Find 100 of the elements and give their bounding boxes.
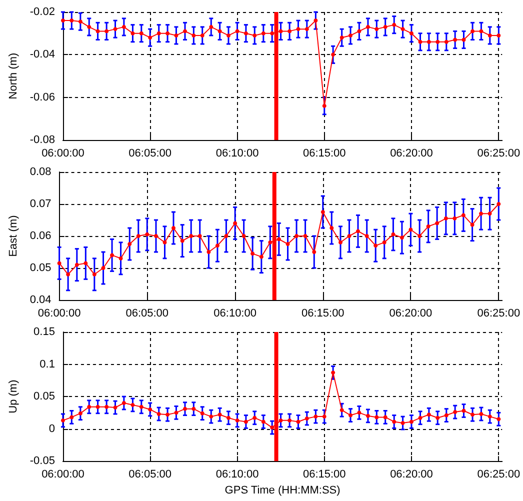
- point: [104, 404, 109, 409]
- point: [218, 412, 222, 417]
- point: [224, 234, 228, 238]
- x-tick-label: 06:15:00: [301, 308, 344, 320]
- y-tick-label: 0.15: [34, 326, 55, 338]
- point: [171, 226, 176, 230]
- point: [462, 408, 466, 413]
- x-tick-label: 06:15:00: [302, 148, 346, 160]
- point: [314, 414, 318, 419]
- point: [183, 29, 187, 34]
- point: [488, 212, 492, 216]
- point: [330, 226, 334, 230]
- point: [70, 415, 74, 420]
- y-tick-label: 0.06: [30, 230, 52, 242]
- point: [154, 234, 158, 238]
- point: [192, 406, 196, 411]
- point: [340, 408, 344, 412]
- point: [496, 33, 501, 38]
- point: [78, 411, 82, 416]
- point: [70, 18, 74, 23]
- point: [400, 421, 405, 426]
- y-tick-label: 0.05: [34, 390, 55, 403]
- x-tick-label: 06:00:00: [38, 308, 81, 320]
- point: [400, 27, 405, 32]
- point: [174, 33, 178, 38]
- point: [479, 212, 484, 216]
- x-tick-label: 06:20:00: [390, 468, 433, 481]
- point: [374, 244, 378, 248]
- point: [139, 31, 144, 36]
- y-tick-label: -0.04: [30, 48, 55, 61]
- point: [192, 33, 196, 38]
- point: [209, 24, 214, 29]
- point: [383, 24, 388, 29]
- x-axis-title: GPS Time (HH:MM:SS): [224, 484, 340, 496]
- point: [347, 234, 352, 238]
- point: [122, 24, 126, 29]
- point: [452, 216, 457, 220]
- point: [461, 213, 466, 218]
- point: [320, 210, 325, 214]
- point: [496, 202, 501, 206]
- point: [60, 18, 65, 23]
- y-tick-label: 0.08: [30, 166, 52, 178]
- x-tick-label: 06:00:00: [42, 148, 84, 160]
- point: [304, 416, 309, 420]
- point: [409, 31, 414, 36]
- point: [382, 240, 386, 244]
- point: [444, 216, 448, 220]
- point: [392, 22, 396, 27]
- point: [409, 420, 414, 424]
- point: [101, 266, 106, 270]
- point: [331, 370, 336, 375]
- y-tick-label: -0.08: [30, 134, 55, 146]
- y-tick-label: -0.06: [30, 91, 55, 104]
- point: [259, 254, 264, 259]
- point: [366, 414, 370, 418]
- point: [453, 38, 458, 42]
- point: [145, 232, 150, 236]
- point: [426, 412, 431, 417]
- y-tick-label: 0: [48, 422, 55, 435]
- point: [340, 36, 344, 40]
- x-tick-label: 06:00:00: [42, 468, 84, 481]
- point: [166, 412, 170, 417]
- point: [391, 232, 396, 236]
- point: [148, 36, 152, 40]
- x-tick-label: 06:20:00: [390, 148, 433, 160]
- point: [426, 40, 431, 44]
- x-tick-label: 06:10:00: [214, 308, 256, 320]
- x-tick-label: 06:20:00: [389, 308, 432, 320]
- point: [74, 262, 79, 267]
- point: [383, 415, 388, 420]
- point: [244, 31, 248, 36]
- point: [215, 244, 220, 248]
- point: [331, 52, 336, 57]
- x-tick-label: 06:15:00: [302, 468, 346, 481]
- point: [130, 31, 135, 36]
- point: [148, 407, 152, 412]
- point: [104, 29, 109, 34]
- point: [356, 229, 360, 234]
- point: [206, 250, 211, 254]
- x-tick-label: 06:25:00: [477, 468, 520, 481]
- point: [136, 234, 140, 238]
- point: [242, 234, 246, 238]
- point: [374, 415, 379, 420]
- point: [288, 418, 292, 422]
- point: [374, 27, 379, 32]
- point: [479, 412, 484, 416]
- point: [453, 410, 458, 414]
- point: [270, 31, 274, 36]
- point: [462, 38, 466, 42]
- point: [436, 416, 440, 420]
- point: [435, 221, 440, 226]
- point: [304, 27, 309, 32]
- point: [252, 416, 257, 420]
- point: [400, 236, 404, 240]
- point: [278, 29, 283, 34]
- point: [200, 33, 204, 38]
- point: [278, 418, 283, 422]
- point: [348, 33, 353, 38]
- point: [96, 404, 100, 409]
- point: [436, 40, 440, 44]
